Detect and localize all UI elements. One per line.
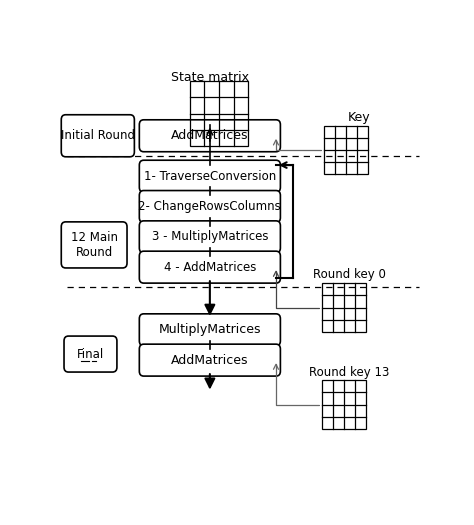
Text: Round key 13: Round key 13 <box>309 366 390 379</box>
Bar <box>322 380 366 429</box>
FancyBboxPatch shape <box>139 344 281 376</box>
FancyBboxPatch shape <box>61 115 134 157</box>
Text: 1- TraverseConversion: 1- TraverseConversion <box>144 170 276 183</box>
Text: 4 - AddMatrices: 4 - AddMatrices <box>164 260 256 274</box>
Bar <box>324 125 368 174</box>
FancyBboxPatch shape <box>139 120 281 152</box>
Text: AddMatrices: AddMatrices <box>171 129 249 142</box>
Bar <box>322 284 366 332</box>
Text: State matrix: State matrix <box>171 71 249 83</box>
Text: MultiplyMatrices: MultiplyMatrices <box>159 323 261 337</box>
Text: Initial Round: Initial Round <box>61 129 135 142</box>
Text: Key: Key <box>347 111 370 124</box>
FancyBboxPatch shape <box>139 160 281 192</box>
FancyBboxPatch shape <box>139 251 281 283</box>
Text: Round key 0: Round key 0 <box>313 268 386 280</box>
FancyBboxPatch shape <box>139 221 281 253</box>
Text: 3 - MultiplyMatrices: 3 - MultiplyMatrices <box>152 230 268 243</box>
Bar <box>190 81 248 146</box>
FancyBboxPatch shape <box>139 191 281 223</box>
Text: 12 Main
Round: 12 Main Round <box>71 231 118 259</box>
Text: AddMatrices: AddMatrices <box>171 354 249 366</box>
Text: 2- ChangeRowsColumns: 2- ChangeRowsColumns <box>138 200 281 213</box>
Text: Final: Final <box>77 348 104 361</box>
FancyBboxPatch shape <box>61 222 127 268</box>
FancyBboxPatch shape <box>139 314 281 346</box>
FancyBboxPatch shape <box>64 336 117 372</box>
